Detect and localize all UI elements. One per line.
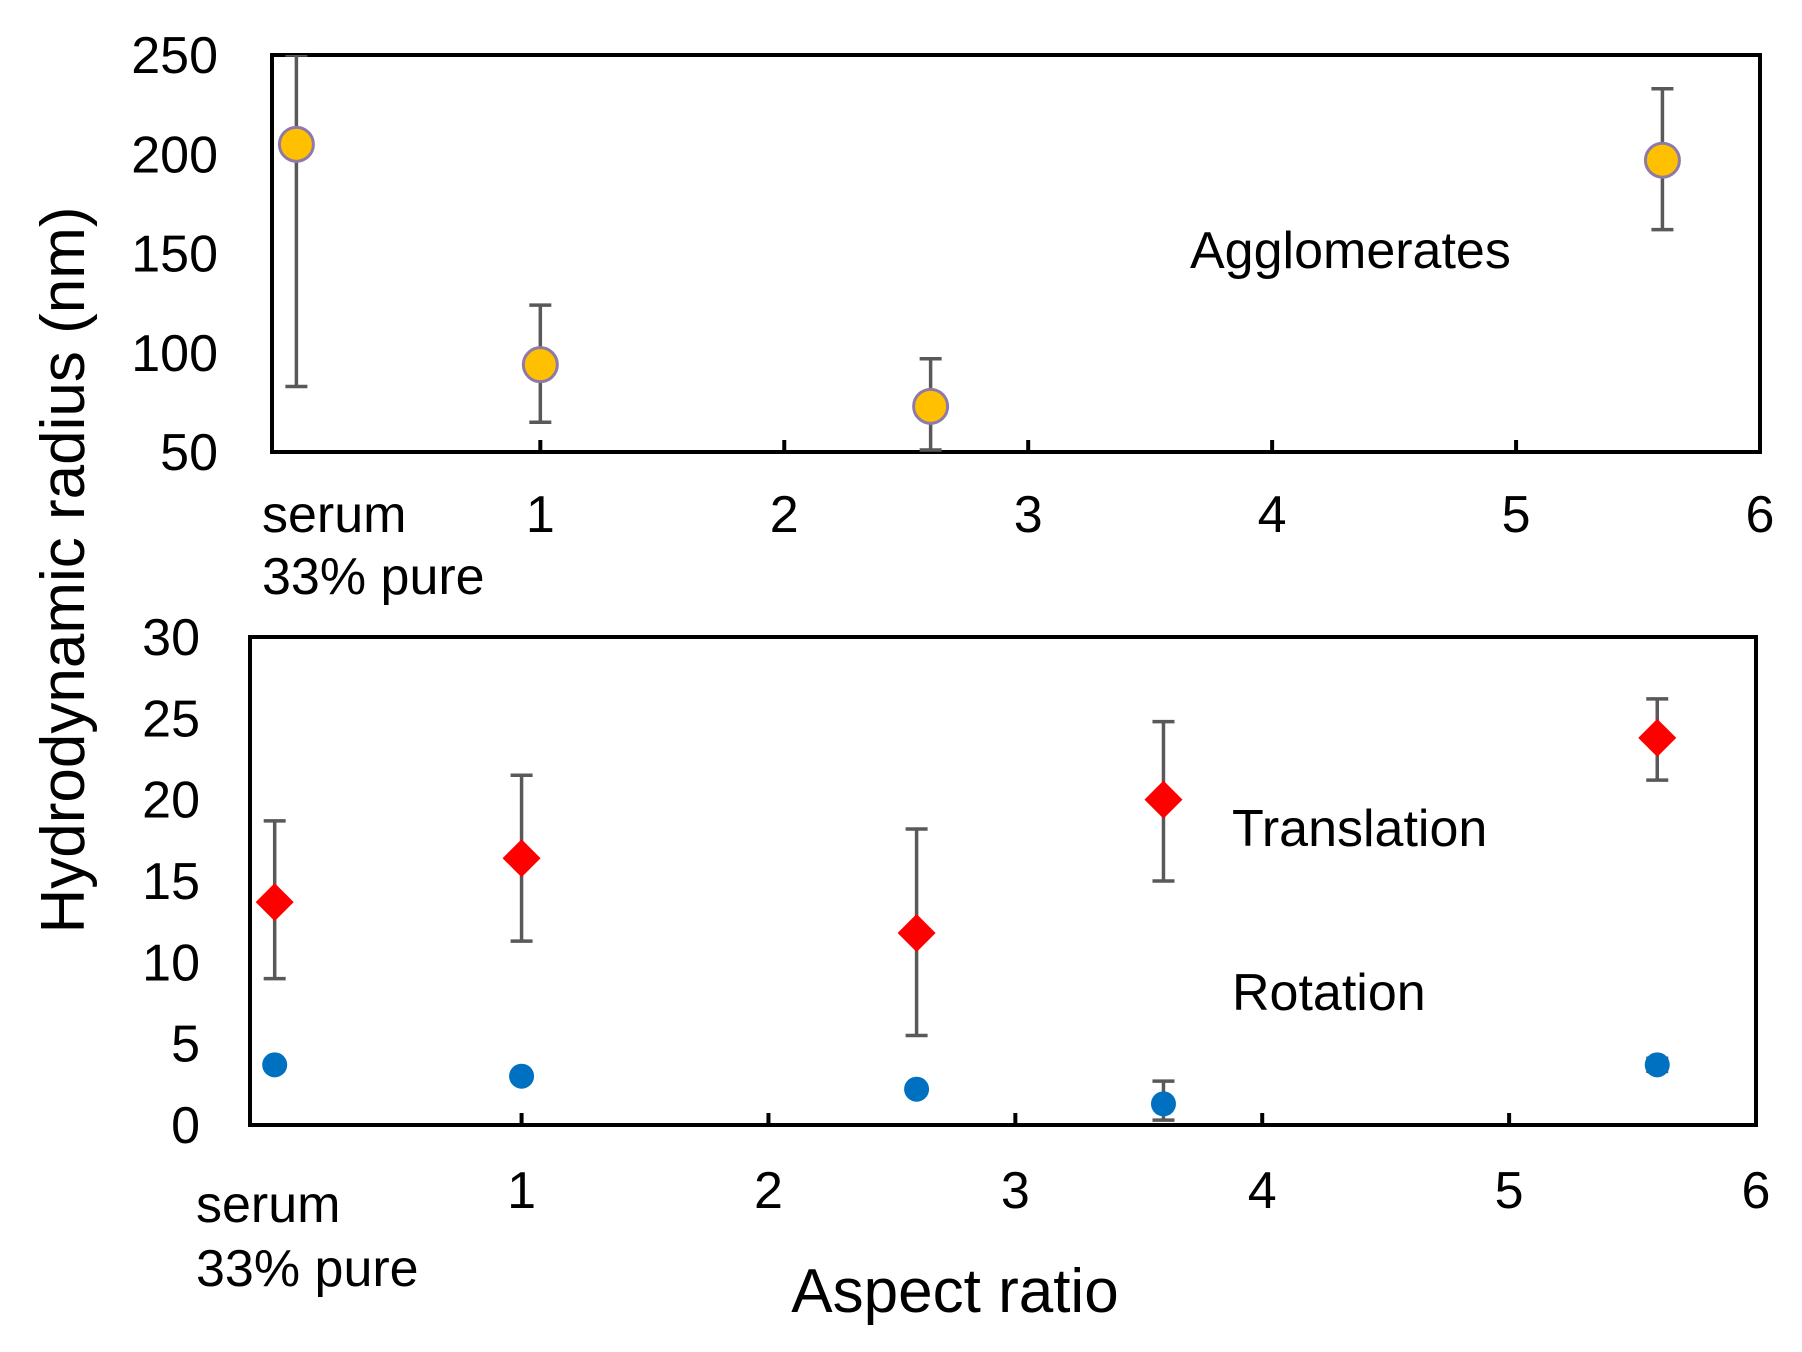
y-tick-label: 100	[131, 325, 218, 383]
y-tick-label: 30	[142, 609, 200, 667]
rotation-point	[1644, 1052, 1670, 1078]
translation-point	[502, 839, 541, 878]
x-axis-title: Aspect ratio	[791, 1257, 1118, 1326]
plot-frame	[270, 53, 1762, 454]
agglomerates-point	[912, 387, 950, 425]
y-tick-label: 20	[142, 772, 200, 830]
serum-label: serum	[262, 486, 406, 544]
translation-annotation: Translation	[1232, 800, 1487, 858]
y-tick-label: 150	[131, 226, 218, 284]
y-tick-label: 200	[131, 126, 218, 184]
rotation-point	[904, 1076, 930, 1102]
y-tick-label: 0	[171, 1097, 200, 1155]
x-tick-label: 4	[1258, 486, 1287, 544]
y-tick-label: 50	[160, 424, 218, 482]
agglomerates-error-bar	[285, 55, 308, 389]
rotation-point	[1150, 1091, 1176, 1117]
translation-point	[255, 883, 294, 922]
y-tick-label: 250	[131, 27, 218, 85]
y-tick-label: 15	[142, 853, 200, 911]
serum-label: serum	[196, 1176, 340, 1234]
x-tick-label: 2	[770, 486, 799, 544]
x-tick-label: 6	[1746, 486, 1775, 544]
translation-point	[1144, 780, 1183, 819]
y-tick-label: 25	[142, 690, 200, 748]
x-tick-label: 3	[1014, 486, 1043, 544]
agglomerates-point	[277, 125, 315, 163]
x-tick-label: 5	[1502, 486, 1531, 544]
bottom-panel: 0 5 10 15 20 25 30 1 2 3 4 5 6 serum 33% pure Translati…	[142, 609, 1770, 1298]
agglomerates-point	[521, 346, 559, 384]
translation-point	[1638, 718, 1677, 757]
serum-percent-label: 33% pure	[196, 1240, 419, 1298]
y-axis-title: Hydrodynamic radius (nm)	[29, 207, 98, 934]
plot-frame	[248, 635, 1758, 1127]
rotation-point	[509, 1063, 535, 1089]
x-tick-label: 6	[1742, 1162, 1771, 1220]
y-tick-label: 10	[142, 934, 200, 992]
x-tick-label: 2	[754, 1162, 783, 1220]
rotation-annotation: Rotation	[1232, 964, 1426, 1022]
agglomerates-point	[1643, 141, 1681, 179]
x-tick-label: 4	[1248, 1162, 1277, 1220]
translation-point	[897, 914, 936, 953]
serum-percent-label: 33% pure	[262, 548, 485, 606]
agglomerates-annotation: Agglomerates	[1190, 222, 1511, 280]
x-tick-label: 1	[526, 486, 555, 544]
y-tick-label: 5	[171, 1016, 200, 1074]
rotation-point	[262, 1052, 288, 1078]
x-tick-label: 1	[507, 1162, 536, 1220]
x-tick-label: 5	[1495, 1162, 1524, 1220]
x-tick-label: 3	[1001, 1162, 1030, 1220]
